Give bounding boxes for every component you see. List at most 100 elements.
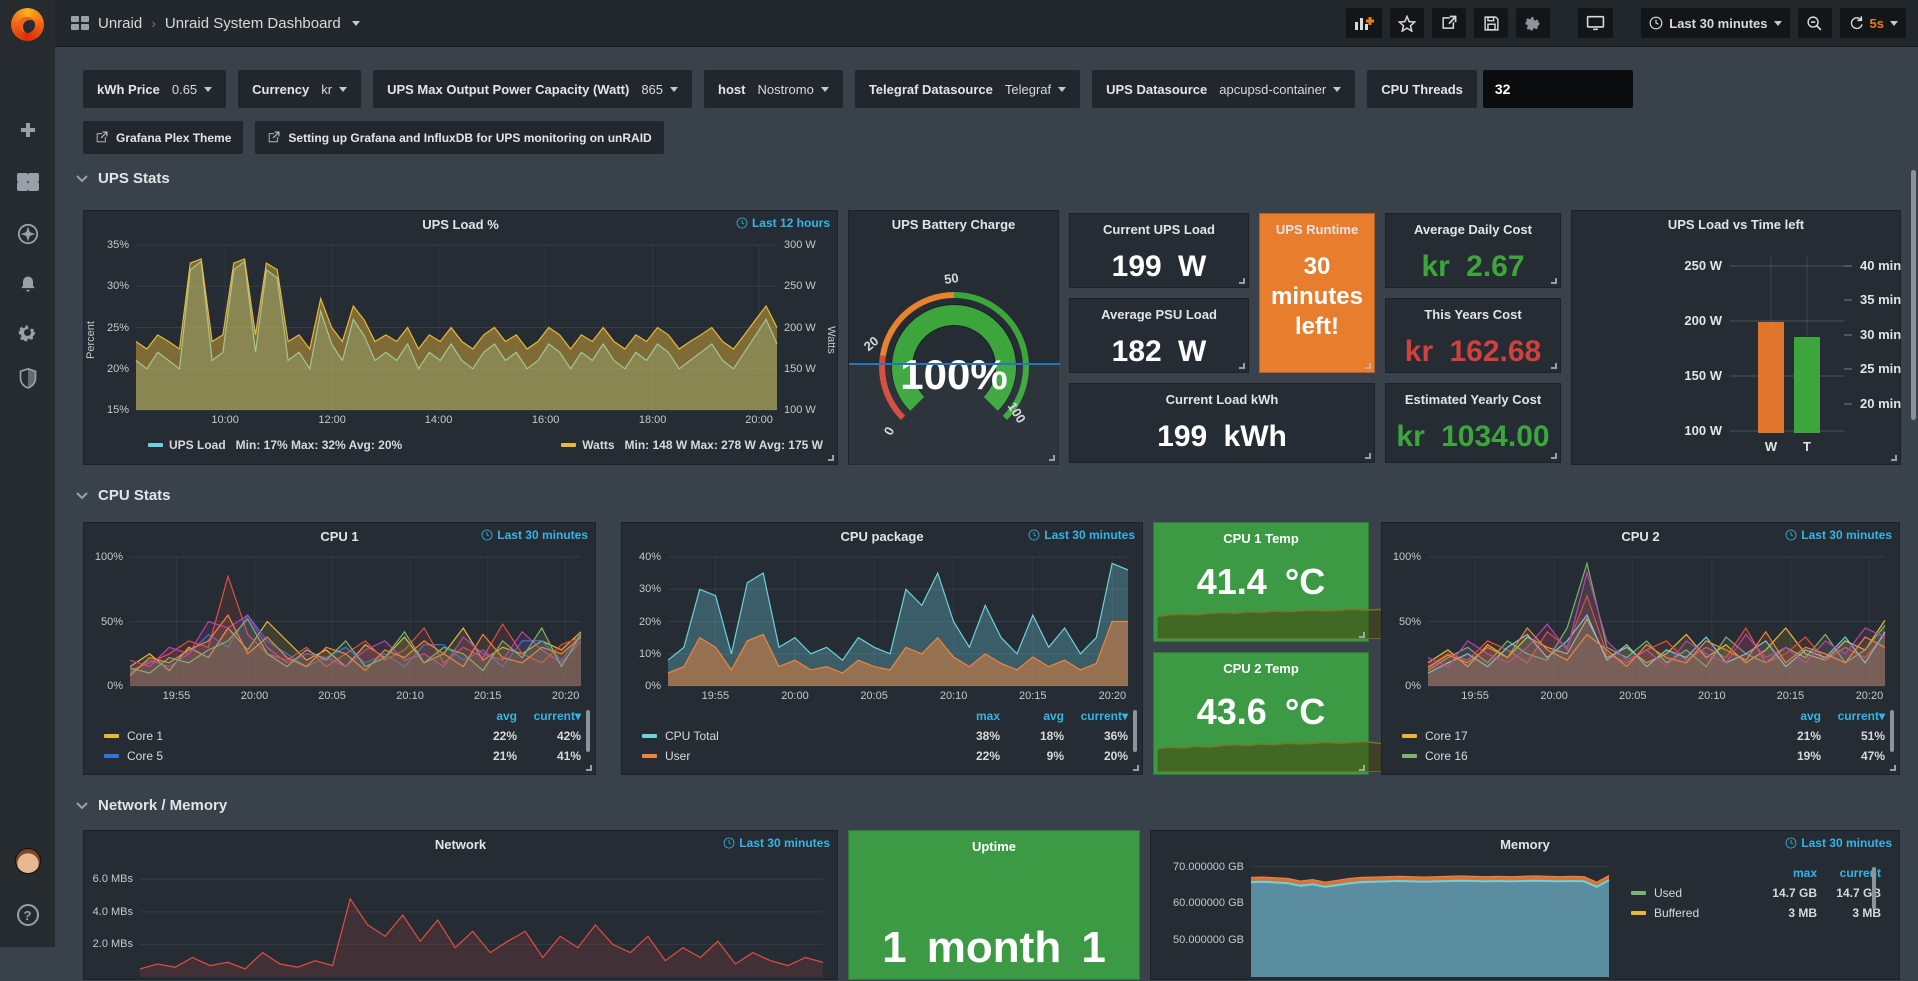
panel-current-ups-load: Current UPS Load 199 W [1069, 213, 1249, 288]
grafana-logo[interactable] [11, 8, 44, 41]
legend-scrollbar[interactable] [586, 710, 590, 752]
resize-handle[interactable] [1365, 453, 1371, 459]
legend-scrollbar[interactable] [1133, 710, 1137, 752]
variable-ups-datasource[interactable]: UPS Datasource apcupsd-container [1092, 70, 1356, 108]
explore-compass-icon[interactable] [0, 216, 55, 252]
legend-series[interactable]: Core 1 [104, 729, 453, 743]
legend-scrollbar[interactable] [1890, 710, 1894, 752]
breadcrumb-folder[interactable]: Unraid [98, 14, 143, 32]
resize-handle[interactable] [1239, 363, 1245, 369]
resize-handle[interactable] [1359, 765, 1365, 771]
panel-time-override[interactable]: Last 12 hours [736, 216, 830, 230]
panel-ups-runtime: UPS Runtime 30 minutes left! [1259, 213, 1375, 373]
svg-text:T: T [1803, 439, 1811, 454]
resize-handle[interactable] [1365, 363, 1371, 369]
panel-average-daily-cost: Average Daily Cost kr 2.67 [1385, 213, 1561, 288]
refresh-button[interactable]: 5s [1839, 8, 1906, 38]
alerting-bell-icon[interactable] [0, 266, 55, 302]
legend-series[interactable]: Used [1631, 886, 1753, 900]
variable-ups-max-output[interactable]: UPS Max Output Power Capacity (Watt) 865 [373, 70, 693, 108]
external-link-icon [96, 131, 108, 143]
panel-current-load-kwh: Current Load kWh 199 kWh [1069, 383, 1375, 463]
clock-icon [481, 529, 493, 541]
breadcrumb: Unraid › Unraid System Dashboard [71, 15, 360, 32]
resize-handle[interactable] [1551, 363, 1557, 369]
svg-text:150 W: 150 W [1684, 368, 1722, 383]
legend-series[interactable]: Core 17 [1402, 729, 1757, 743]
section-cpu-stats[interactable]: CPU Stats [76, 487, 171, 504]
panel-cpu-package: CPU package Last 30 minutes 40% 30% 20% 10%… [621, 522, 1143, 775]
resize-handle[interactable] [1891, 455, 1897, 461]
external-link-icon [269, 131, 280, 143]
variable-host[interactable]: host Nostromo [704, 70, 843, 108]
legend-series[interactable]: CPU Total [642, 729, 936, 743]
page-scrollbar[interactable] [1910, 0, 1917, 947]
resize-handle[interactable] [586, 765, 592, 771]
section-network-memory[interactable]: Network / Memory [76, 797, 227, 814]
panel-memory: Memory Last 30 minutes 70.000000 GB 60.00… [1150, 830, 1900, 980]
template-variables: kWh Price 0.65 Currency kr UPS Max Output … [83, 70, 1633, 108]
zoom-out-button[interactable] [1797, 8, 1832, 38]
legend-scrollbar[interactable] [1872, 867, 1876, 909]
save-button[interactable] [1474, 8, 1509, 38]
resize-handle[interactable] [1359, 632, 1365, 638]
star-button[interactable] [1390, 8, 1425, 38]
panel-ups-load-vs-time-left: UPS Load vs Time left 250 W 200 W 150 W 100… [1571, 210, 1901, 465]
resize-handle[interactable] [1551, 278, 1557, 284]
legend-series[interactable]: Core 5 [104, 749, 453, 763]
legend-series[interactable]: Buffered [1631, 906, 1753, 920]
svg-text:200 W: 200 W [1684, 313, 1722, 328]
user-avatar[interactable] [0, 843, 55, 879]
link-ups-monitoring-guide[interactable]: Setting up Grafana and InfluxDB for UPS … [255, 121, 664, 154]
legend-item[interactable]: UPS Load Min: 17% Max: 32% Avg: 20% [148, 438, 402, 452]
svg-text:100%: 100% [900, 351, 1007, 398]
time-range-picker[interactable]: Last 30 minutes [1641, 8, 1790, 38]
svg-text:50: 50 [943, 270, 959, 287]
resize-handle[interactable] [1239, 278, 1245, 284]
scrollbar-thumb[interactable] [1911, 170, 1916, 420]
svg-text:30 min: 30 min [1860, 327, 1901, 342]
variable-currency[interactable]: Currency kr [238, 70, 362, 108]
panel-time-override[interactable]: Last 30 minutes [481, 528, 588, 542]
legend-series[interactable]: User [642, 749, 936, 763]
create-plus-icon[interactable] [0, 112, 55, 148]
section-ups-stats[interactable]: UPS Stats [76, 170, 170, 187]
help-icon[interactable]: ? [0, 897, 55, 933]
refresh-icon [1850, 16, 1863, 30]
resize-handle[interactable] [1049, 455, 1055, 461]
variable-kwh-price[interactable]: kWh Price 0.65 [83, 70, 227, 108]
legend-series[interactable]: Core 16 [1402, 749, 1757, 763]
panel-cpu-2-temp: CPU 2 Temp 43.6 °C [1153, 652, 1457, 775]
settings-gear-button[interactable] [1516, 8, 1551, 38]
cycle-view-monitor-button[interactable] [1578, 8, 1614, 38]
resize-handle[interactable] [1551, 453, 1557, 459]
share-button[interactable] [1432, 8, 1467, 38]
svg-text:100 W: 100 W [1684, 423, 1722, 438]
variable-telegraf-datasource[interactable]: Telegraf Datasource Telegraf [854, 70, 1081, 108]
dashboard-links: Grafana Plex Theme Setting up Grafana an… [83, 121, 664, 154]
resize-handle[interactable] [828, 455, 834, 461]
clock-icon [723, 837, 735, 849]
panel-time-override[interactable]: Last 30 minutes [1028, 528, 1135, 542]
panel-this-years-cost: This Years Cost kr 162.68 [1385, 298, 1561, 373]
resize-handle[interactable] [1890, 765, 1896, 771]
refresh-interval: 5s [1869, 15, 1884, 31]
chevron-down-icon[interactable] [351, 20, 360, 26]
resize-handle[interactable] [1133, 765, 1139, 771]
server-admin-shield-icon[interactable] [0, 360, 55, 396]
legend-item[interactable]: Watts Min: 148 W Max: 278 W Avg: 175 W [561, 438, 823, 452]
cpu-threads-input[interactable] [1482, 70, 1633, 108]
svg-text:35 min: 35 min [1860, 292, 1901, 307]
page-title[interactable]: Unraid System Dashboard [164, 14, 341, 32]
svg-text:25 min: 25 min [1860, 361, 1901, 376]
dashboard-grid-icon [71, 16, 89, 30]
add-panel-button[interactable] [1346, 8, 1383, 38]
configuration-gear-icon[interactable] [0, 314, 55, 350]
panel-time-override[interactable]: Last 30 minutes [1785, 528, 1892, 542]
panel-uptime: Uptime 1 month 1 [848, 830, 1140, 980]
dashboards-icon[interactable] [0, 164, 55, 200]
svg-text:40 min: 40 min [1860, 258, 1901, 273]
panel-time-override[interactable]: Last 30 minutes [723, 836, 830, 850]
panel-time-override[interactable]: Last 30 minutes [1785, 836, 1892, 850]
link-grafana-plex-theme[interactable]: Grafana Plex Theme [83, 121, 244, 154]
